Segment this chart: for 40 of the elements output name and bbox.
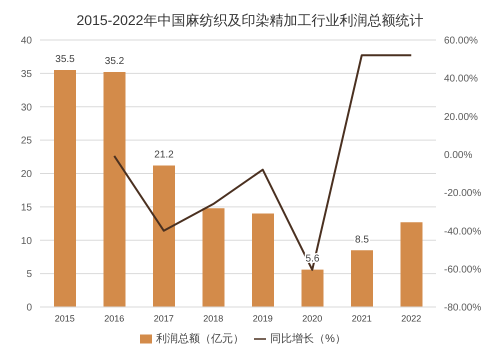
x-tick-label: 2021: [352, 313, 372, 324]
y-tick-label: 15: [20, 202, 32, 214]
y-tick-label: 20: [20, 169, 32, 180]
legend-label: 同比增长（%）: [270, 333, 346, 345]
x-tick-label: 2022: [401, 313, 422, 324]
y2-tick-label: -80.00%: [444, 302, 482, 314]
data-label: 35.2: [104, 56, 125, 68]
y-tick-label: 30: [20, 102, 32, 114]
y-tick-label: 5: [26, 269, 32, 280]
data-label: 35.5: [55, 54, 76, 66]
data-label: 8.5: [355, 234, 370, 246]
bar: [400, 222, 422, 307]
bar: [153, 165, 175, 307]
x-tick-label: 2017: [154, 313, 174, 324]
bar: [302, 270, 324, 307]
y2-tick-label: 0.00%: [444, 150, 472, 161]
x-tick-label: 2020: [302, 313, 322, 324]
y-tick-label: 0: [26, 302, 32, 314]
y-tick-label: 10: [20, 236, 32, 247]
bar: [54, 70, 76, 307]
y2-tick-label: 60.00%: [444, 36, 478, 47]
legend-label: 利润总额（亿元）: [156, 333, 244, 345]
bar: [104, 72, 126, 307]
x-tick-label: 2018: [203, 313, 224, 324]
y2-tick-label: -40.00%: [444, 226, 482, 238]
data-label: 21.2: [154, 149, 174, 160]
y2-tick-label: 40.00%: [444, 74, 478, 85]
chart-title: 2015-2022年中国麻纺织及印染精加工行业利润总额统计: [76, 11, 424, 30]
y-tick-label: 40: [20, 36, 32, 47]
bar: [202, 208, 224, 307]
x-tick-label: 2019: [252, 313, 273, 324]
x-tick-label: 2016: [104, 313, 124, 324]
y-tick-label: 35: [20, 68, 32, 80]
bar: [351, 250, 373, 307]
y-tick-label: 25: [20, 136, 32, 147]
y2-tick-label: -60.00%: [444, 264, 482, 276]
y2-tick-label: -20.00%: [444, 188, 482, 200]
bar: [252, 214, 274, 307]
x-tick-label: 2015: [54, 313, 75, 324]
y2-tick-label: 20.00%: [444, 112, 478, 123]
